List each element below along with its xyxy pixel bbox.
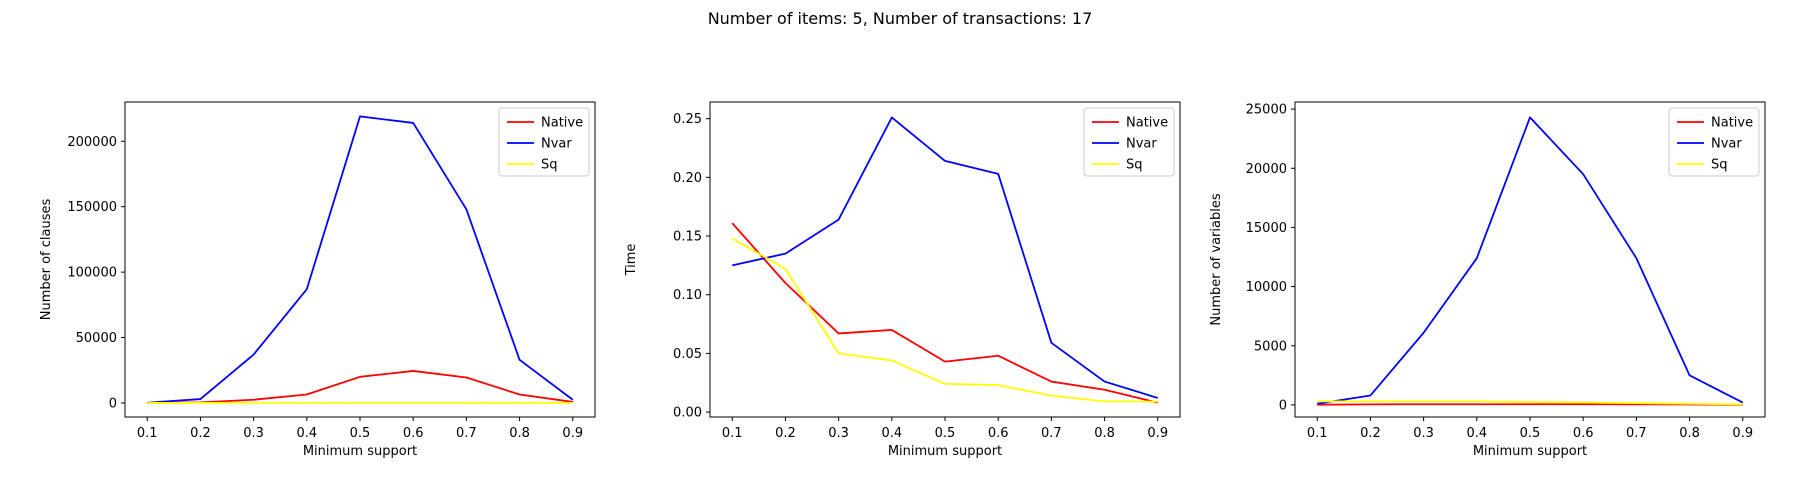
y-tick-label: 0.05 (673, 347, 702, 362)
series-line-sq (731, 237, 1158, 403)
series-line-native (731, 222, 1158, 404)
x-tick-label: 0.6 (988, 426, 1009, 441)
x-tick-label: 0.9 (1732, 426, 1753, 441)
x-tick-label: 0.3 (243, 426, 264, 441)
chart-panel-1: 0.1 0.2 0.3 0.4 0.5 0.6 0.7 0.8 0.9 0 50000 100000 1… (39, 101, 596, 459)
legend-label-native: Native (1126, 116, 1168, 131)
x-tick-label: 0.3 (828, 426, 849, 441)
x-tick-label: 0.8 (509, 426, 530, 441)
y-tick-label: 0 (1279, 398, 1287, 413)
series-line-nvar (147, 115, 574, 404)
series-line-sq (1317, 400, 1743, 406)
y-tick-label: 200000 (67, 135, 117, 150)
x-tick-label: 0.1 (1307, 426, 1328, 441)
x-tick-label: 0.3 (1413, 426, 1434, 441)
x-tick-label: 0.4 (881, 426, 902, 441)
x-axis-label: Minimum support (1473, 444, 1587, 459)
x-tick-label: 0.6 (403, 426, 424, 441)
y-tick-label: 0.10 (673, 288, 702, 303)
x-tick-label: 0.8 (1094, 426, 1115, 441)
y-tick-label: 0.20 (673, 171, 702, 186)
y-tick-label: 5000 (1254, 339, 1287, 354)
x-tick-label: 0.2 (775, 426, 796, 441)
x-tick-label: 0.5 (1520, 426, 1541, 441)
x-tick-label: 0.2 (190, 426, 211, 441)
legend-label-native: Native (1711, 116, 1753, 131)
legend-label-nvar: Nvar (541, 137, 572, 152)
legend-label-sq: Sq (1711, 158, 1728, 173)
y-tick-label: 15000 (1246, 221, 1287, 236)
x-tick-label: 0.5 (350, 426, 371, 441)
x-tick-label: 0.9 (562, 426, 583, 441)
y-tick-label: 0.15 (673, 230, 702, 245)
legend-label-native: Native (541, 116, 583, 131)
charts-container: 0.1 0.2 0.3 0.4 0.5 0.6 0.7 0.8 0.90500001000001… (39, 101, 1766, 459)
chart-panel-3: 0.1 0.2 0.3 0.4 0.5 0.6 0.7 0.8 0.9 0 5000 10000 150… (1209, 101, 1766, 459)
legend-label-nvar: Nvar (1711, 137, 1742, 152)
x-tick-label: 0.7 (1041, 426, 1062, 441)
series-line-nvar (1317, 116, 1744, 405)
x-tick-label: 0.5 (935, 426, 956, 441)
x-tick-label: 0.6 (1573, 426, 1594, 441)
x-tick-label: 0.9 (1147, 426, 1168, 441)
x-tick-label: 0.8 (1679, 426, 1700, 441)
y-axis-label: Number of clauses (39, 199, 54, 321)
x-tick-label: 0.7 (1626, 426, 1647, 441)
y-tick-label: 150000 (67, 200, 117, 215)
y-tick-label: 0.00 (673, 406, 702, 421)
y-tick-label: 50000 (76, 331, 117, 346)
legend-label-sq: Sq (1126, 158, 1143, 173)
y-tick-label: 0 (109, 396, 117, 411)
legend-box (1083, 107, 1175, 177)
x-tick-label: 0.7 (456, 426, 477, 441)
legend-box (1668, 107, 1760, 177)
legend-box (498, 107, 590, 177)
legend: Native Nvar Sq (1083, 107, 1175, 177)
y-tick-label: 20000 (1246, 162, 1287, 177)
y-tick-label: 100000 (67, 266, 117, 281)
figure-title: Number of items: 5, Number of transactio… (708, 9, 1093, 28)
y-tick-label: 0.25 (673, 112, 702, 127)
legend-label-nvar: Nvar (1126, 137, 1157, 152)
y-tick-label: 10000 (1246, 280, 1287, 295)
y-axis-label: Number of variables (1209, 193, 1224, 325)
legend-label-sq: Sq (541, 158, 558, 173)
x-tick-label: 0.2 (1360, 426, 1381, 441)
series-line-nvar (732, 116, 1159, 399)
x-tick-label: 0.1 (722, 426, 743, 441)
x-axis-label: Minimum support (303, 444, 417, 459)
legend: Native Nvar Sq (498, 107, 590, 177)
chart-panel-2: 0.1 0.2 0.3 0.4 0.5 0.6 0.7 0.8 0.9 0.00 0.05 0.10 0… (624, 101, 1181, 459)
x-tick-label: 0.1 (137, 426, 158, 441)
y-tick-label: 25000 (1246, 103, 1287, 118)
legend: Native Nvar Sq (1668, 107, 1760, 177)
x-tick-label: 0.4 (296, 426, 317, 441)
y-axis-label: Time (624, 244, 639, 277)
x-tick-label: 0.4 (1466, 426, 1487, 441)
series-line-native (147, 370, 573, 404)
x-axis-label: Minimum support (888, 444, 1002, 459)
